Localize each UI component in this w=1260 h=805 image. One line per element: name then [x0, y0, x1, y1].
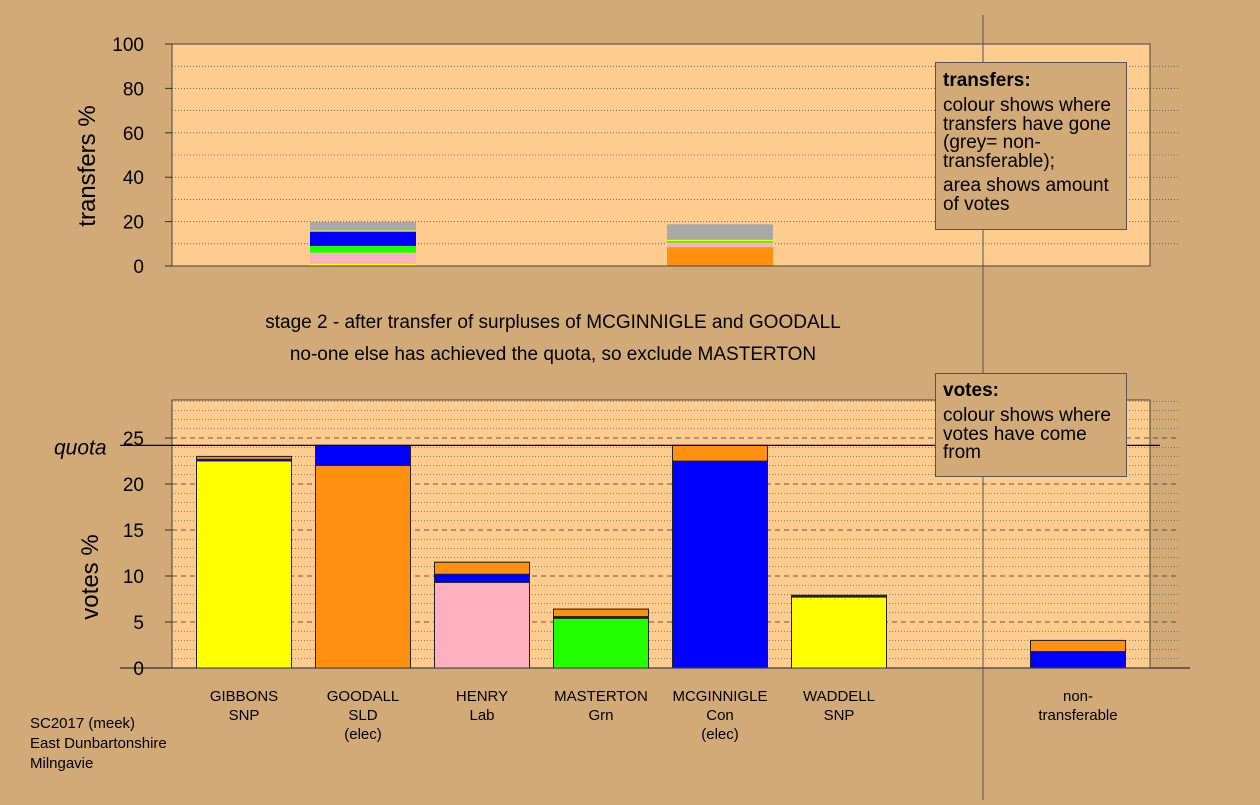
transfer-segment [667, 242, 773, 248]
candidate-label-line: MCGINNIGLE [672, 688, 767, 705]
vote-segment [315, 444, 411, 466]
votes-legend-colour-note: colour shows where votes have come from [943, 405, 1111, 463]
votes-tick-label: 0 [133, 659, 144, 680]
transfers-legend-title: transfers: [943, 70, 1031, 91]
transfer-segment [667, 239, 773, 241]
candidate-label-line: MASTERTON [554, 688, 648, 705]
candidate-label-line: SNP [824, 707, 855, 724]
vote-segment [434, 561, 530, 575]
transfers-tick-label: 20 [123, 213, 144, 234]
votes-tick-label: 25 [123, 429, 144, 450]
candidate-label-line: GIBBONS [210, 688, 278, 705]
vote-segment [553, 608, 649, 617]
footer-ward: Milngavie [30, 755, 94, 772]
candidate-label-line: Con [706, 707, 734, 724]
vote-segment [434, 573, 530, 583]
vote-segment [1030, 651, 1126, 669]
transfers-y-axis-label: transfers % [74, 105, 101, 226]
transfer-segment [667, 247, 773, 266]
transfers-tick-label: 80 [123, 79, 144, 100]
candidate-labels: GIBBONS SNP GOODALL SLD (elec) HENRY Lab MASTER… [210, 688, 1118, 743]
candidate-label-line: transferable [1038, 707, 1117, 724]
transfers-legend-area-note: area shows amount of votes [943, 175, 1109, 215]
votes-y-axis-label: votes % [77, 534, 104, 619]
candidate-label-line: (elec) [344, 726, 382, 743]
vote-segment [791, 596, 887, 669]
transfers-tick-label: 40 [123, 168, 144, 189]
candidate-label-line: HENRY [456, 688, 508, 705]
transfer-segment [310, 222, 416, 231]
candidate-label-line: Grn [588, 707, 613, 724]
transfers-legend: transfers: colour shows where transfers … [935, 62, 1127, 230]
vote-segment [1030, 640, 1126, 652]
transfers-tick-label: 60 [123, 124, 144, 145]
candidate-label-line: non- [1063, 688, 1093, 705]
vote-segment [434, 582, 530, 669]
transfer-segment [310, 230, 416, 232]
stage-action: no-one else has achieved the quota, so e… [290, 344, 816, 365]
transfers-tick-label: 100 [112, 35, 144, 56]
vote-segment [672, 444, 768, 462]
vote-segment [315, 465, 411, 669]
candidate-label-line: SNP [229, 707, 260, 724]
votes-legend: votes: colour shows where votes have com… [935, 373, 1127, 477]
candidate-label-line: Lab [469, 707, 494, 724]
footer-info: SC2017 (meek) East Dunbartonshire Milnga… [30, 714, 167, 774]
transfer-segment [667, 240, 773, 243]
transfers-tick-label: 0 [133, 257, 144, 278]
transfers-y-ticks: 0 20 40 60 80 100 [112, 35, 172, 278]
votes-y-ticks: 0 5 10 15 20 25 [123, 429, 172, 680]
votes-tick-label: 10 [123, 567, 144, 588]
transfers-plot-frame [171, 43, 1151, 267]
footer-election: SC2017 (meek) [30, 715, 136, 732]
votes-tick-label: 20 [123, 475, 144, 496]
votes-tick-label: 5 [133, 613, 144, 634]
transfer-segment [310, 246, 416, 253]
votes-legend-title: votes: [943, 380, 999, 401]
votes-bars [196, 444, 1126, 669]
stage-description: stage 2 - after transfer of surpluses of… [265, 312, 841, 333]
quota-label: quota [54, 436, 107, 459]
footer-council: East Dunbartonshire [30, 735, 167, 752]
candidate-label-line: SLD [348, 707, 377, 724]
candidate-label-line: WADDELL [803, 688, 875, 705]
votes-panel: quota 0 5 10 15 20 25 votes % GIBBONS SNP GOODA… [54, 399, 1190, 743]
candidate-label-line: (elec) [701, 726, 739, 743]
vote-segment [553, 617, 649, 669]
transfer-segment [310, 263, 416, 266]
votes-tick-label: 15 [123, 521, 144, 542]
transfer-segment [667, 224, 773, 240]
vote-segment [196, 460, 292, 669]
transfers-legend-colour-note: colour shows where transfers have gone (… [943, 95, 1111, 172]
transfer-segment [310, 252, 416, 264]
votes-plot-frame [171, 399, 1151, 669]
vote-segment [672, 460, 768, 669]
transfers-bars [310, 222, 773, 266]
candidate-label-line: GOODALL [327, 688, 400, 705]
transfer-segment [310, 231, 416, 247]
